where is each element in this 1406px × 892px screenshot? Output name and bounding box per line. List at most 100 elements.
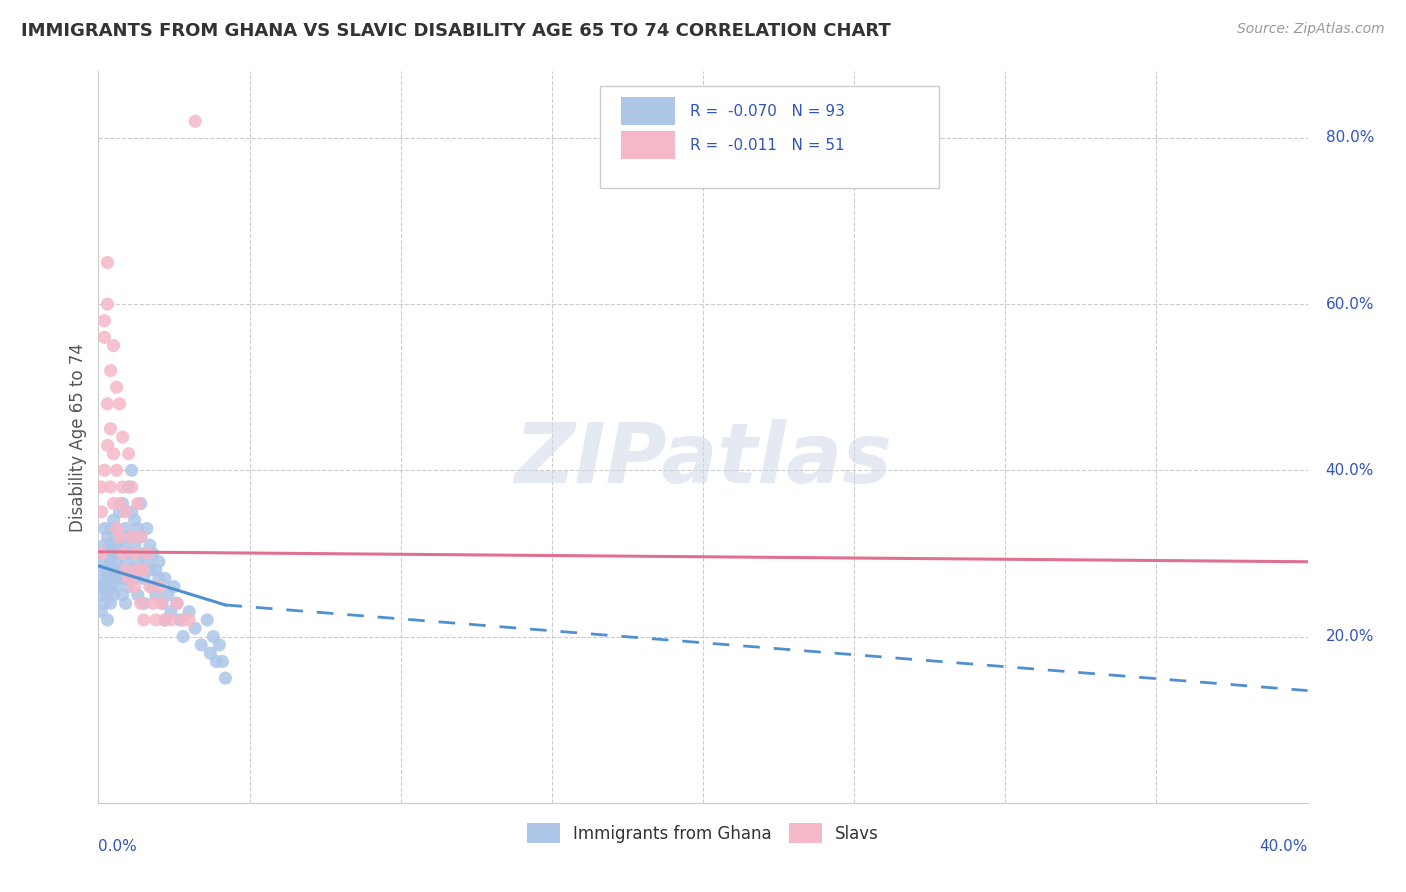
Point <box>127 555 149 569</box>
Point <box>105 555 128 569</box>
Point <box>90 563 112 577</box>
Point <box>108 530 131 544</box>
Point <box>132 546 155 560</box>
Point <box>184 621 207 635</box>
Point <box>108 546 131 560</box>
Point <box>200 646 222 660</box>
Point <box>129 530 152 544</box>
Point <box>129 530 152 544</box>
Point <box>148 580 170 594</box>
Point <box>100 538 122 552</box>
Point <box>100 480 122 494</box>
Point <box>135 546 157 560</box>
Point <box>90 546 112 560</box>
Point <box>205 655 228 669</box>
Point <box>114 521 136 535</box>
Point <box>142 546 165 560</box>
Point <box>124 546 146 560</box>
Point <box>111 497 134 511</box>
Point <box>103 497 125 511</box>
Point <box>90 546 112 560</box>
Point <box>172 613 194 627</box>
Point <box>121 563 143 577</box>
Text: 40.0%: 40.0% <box>1326 463 1374 478</box>
Text: 0.0%: 0.0% <box>98 839 138 855</box>
Text: R =  -0.011   N = 51: R = -0.011 N = 51 <box>690 138 845 153</box>
Point <box>105 538 128 552</box>
Point <box>96 397 118 411</box>
Point <box>93 571 115 585</box>
Point <box>105 380 128 394</box>
Point <box>93 555 115 569</box>
Point <box>127 563 149 577</box>
Point <box>208 638 231 652</box>
Point <box>124 538 146 552</box>
Point <box>139 580 162 594</box>
Point <box>96 297 118 311</box>
Point <box>93 314 115 328</box>
Point <box>118 447 141 461</box>
Point <box>179 613 201 627</box>
Point <box>132 596 155 610</box>
Point <box>96 530 118 544</box>
Point <box>111 430 134 444</box>
Point <box>118 580 141 594</box>
Point <box>153 571 176 585</box>
Point <box>93 330 115 344</box>
Text: 20.0%: 20.0% <box>1326 629 1374 644</box>
Point <box>150 596 173 610</box>
Point <box>156 588 179 602</box>
Point <box>118 480 141 494</box>
Point <box>127 588 149 602</box>
Point <box>160 613 183 627</box>
Point <box>100 521 122 535</box>
Point <box>124 571 146 585</box>
Text: IMMIGRANTS FROM GHANA VS SLAVIC DISABILITY AGE 65 TO 74 CORRELATION CHART: IMMIGRANTS FROM GHANA VS SLAVIC DISABILI… <box>21 22 891 40</box>
Point <box>214 671 236 685</box>
Point <box>114 571 136 585</box>
Point <box>111 538 134 552</box>
Point <box>93 596 115 610</box>
Point <box>103 588 125 602</box>
Point <box>103 530 125 544</box>
Point <box>114 563 136 577</box>
Text: Source: ZipAtlas.com: Source: ZipAtlas.com <box>1237 22 1385 37</box>
Bar <box>621 97 675 125</box>
Text: 80.0%: 80.0% <box>1326 130 1374 145</box>
Point <box>96 563 118 577</box>
Point <box>127 521 149 535</box>
Point <box>139 563 162 577</box>
Legend: Immigrants from Ghana, Slavs: Immigrants from Ghana, Slavs <box>520 817 886 849</box>
Point <box>105 521 128 535</box>
Bar <box>621 131 675 159</box>
Point <box>150 596 173 610</box>
Point <box>108 571 131 585</box>
Point <box>118 571 141 585</box>
Point <box>114 596 136 610</box>
Point <box>132 571 155 585</box>
Point <box>124 513 146 527</box>
Point <box>103 338 125 352</box>
Y-axis label: Disability Age 65 to 74: Disability Age 65 to 74 <box>69 343 87 532</box>
Point <box>132 563 155 577</box>
Point <box>129 497 152 511</box>
FancyBboxPatch shape <box>600 86 939 188</box>
Point <box>135 555 157 569</box>
Point <box>108 497 131 511</box>
Point <box>96 613 118 627</box>
Point <box>139 538 162 552</box>
Text: 60.0%: 60.0% <box>1326 297 1374 311</box>
Point <box>129 563 152 577</box>
Point <box>211 655 233 669</box>
Point <box>111 588 134 602</box>
Point <box>105 580 128 594</box>
Point <box>96 571 118 585</box>
Point <box>121 480 143 494</box>
Point <box>142 596 165 610</box>
Point <box>103 513 125 527</box>
Point <box>96 438 118 452</box>
Text: ZIPatlas: ZIPatlas <box>515 418 891 500</box>
Point <box>100 580 122 594</box>
Point <box>93 463 115 477</box>
Point <box>105 521 128 535</box>
